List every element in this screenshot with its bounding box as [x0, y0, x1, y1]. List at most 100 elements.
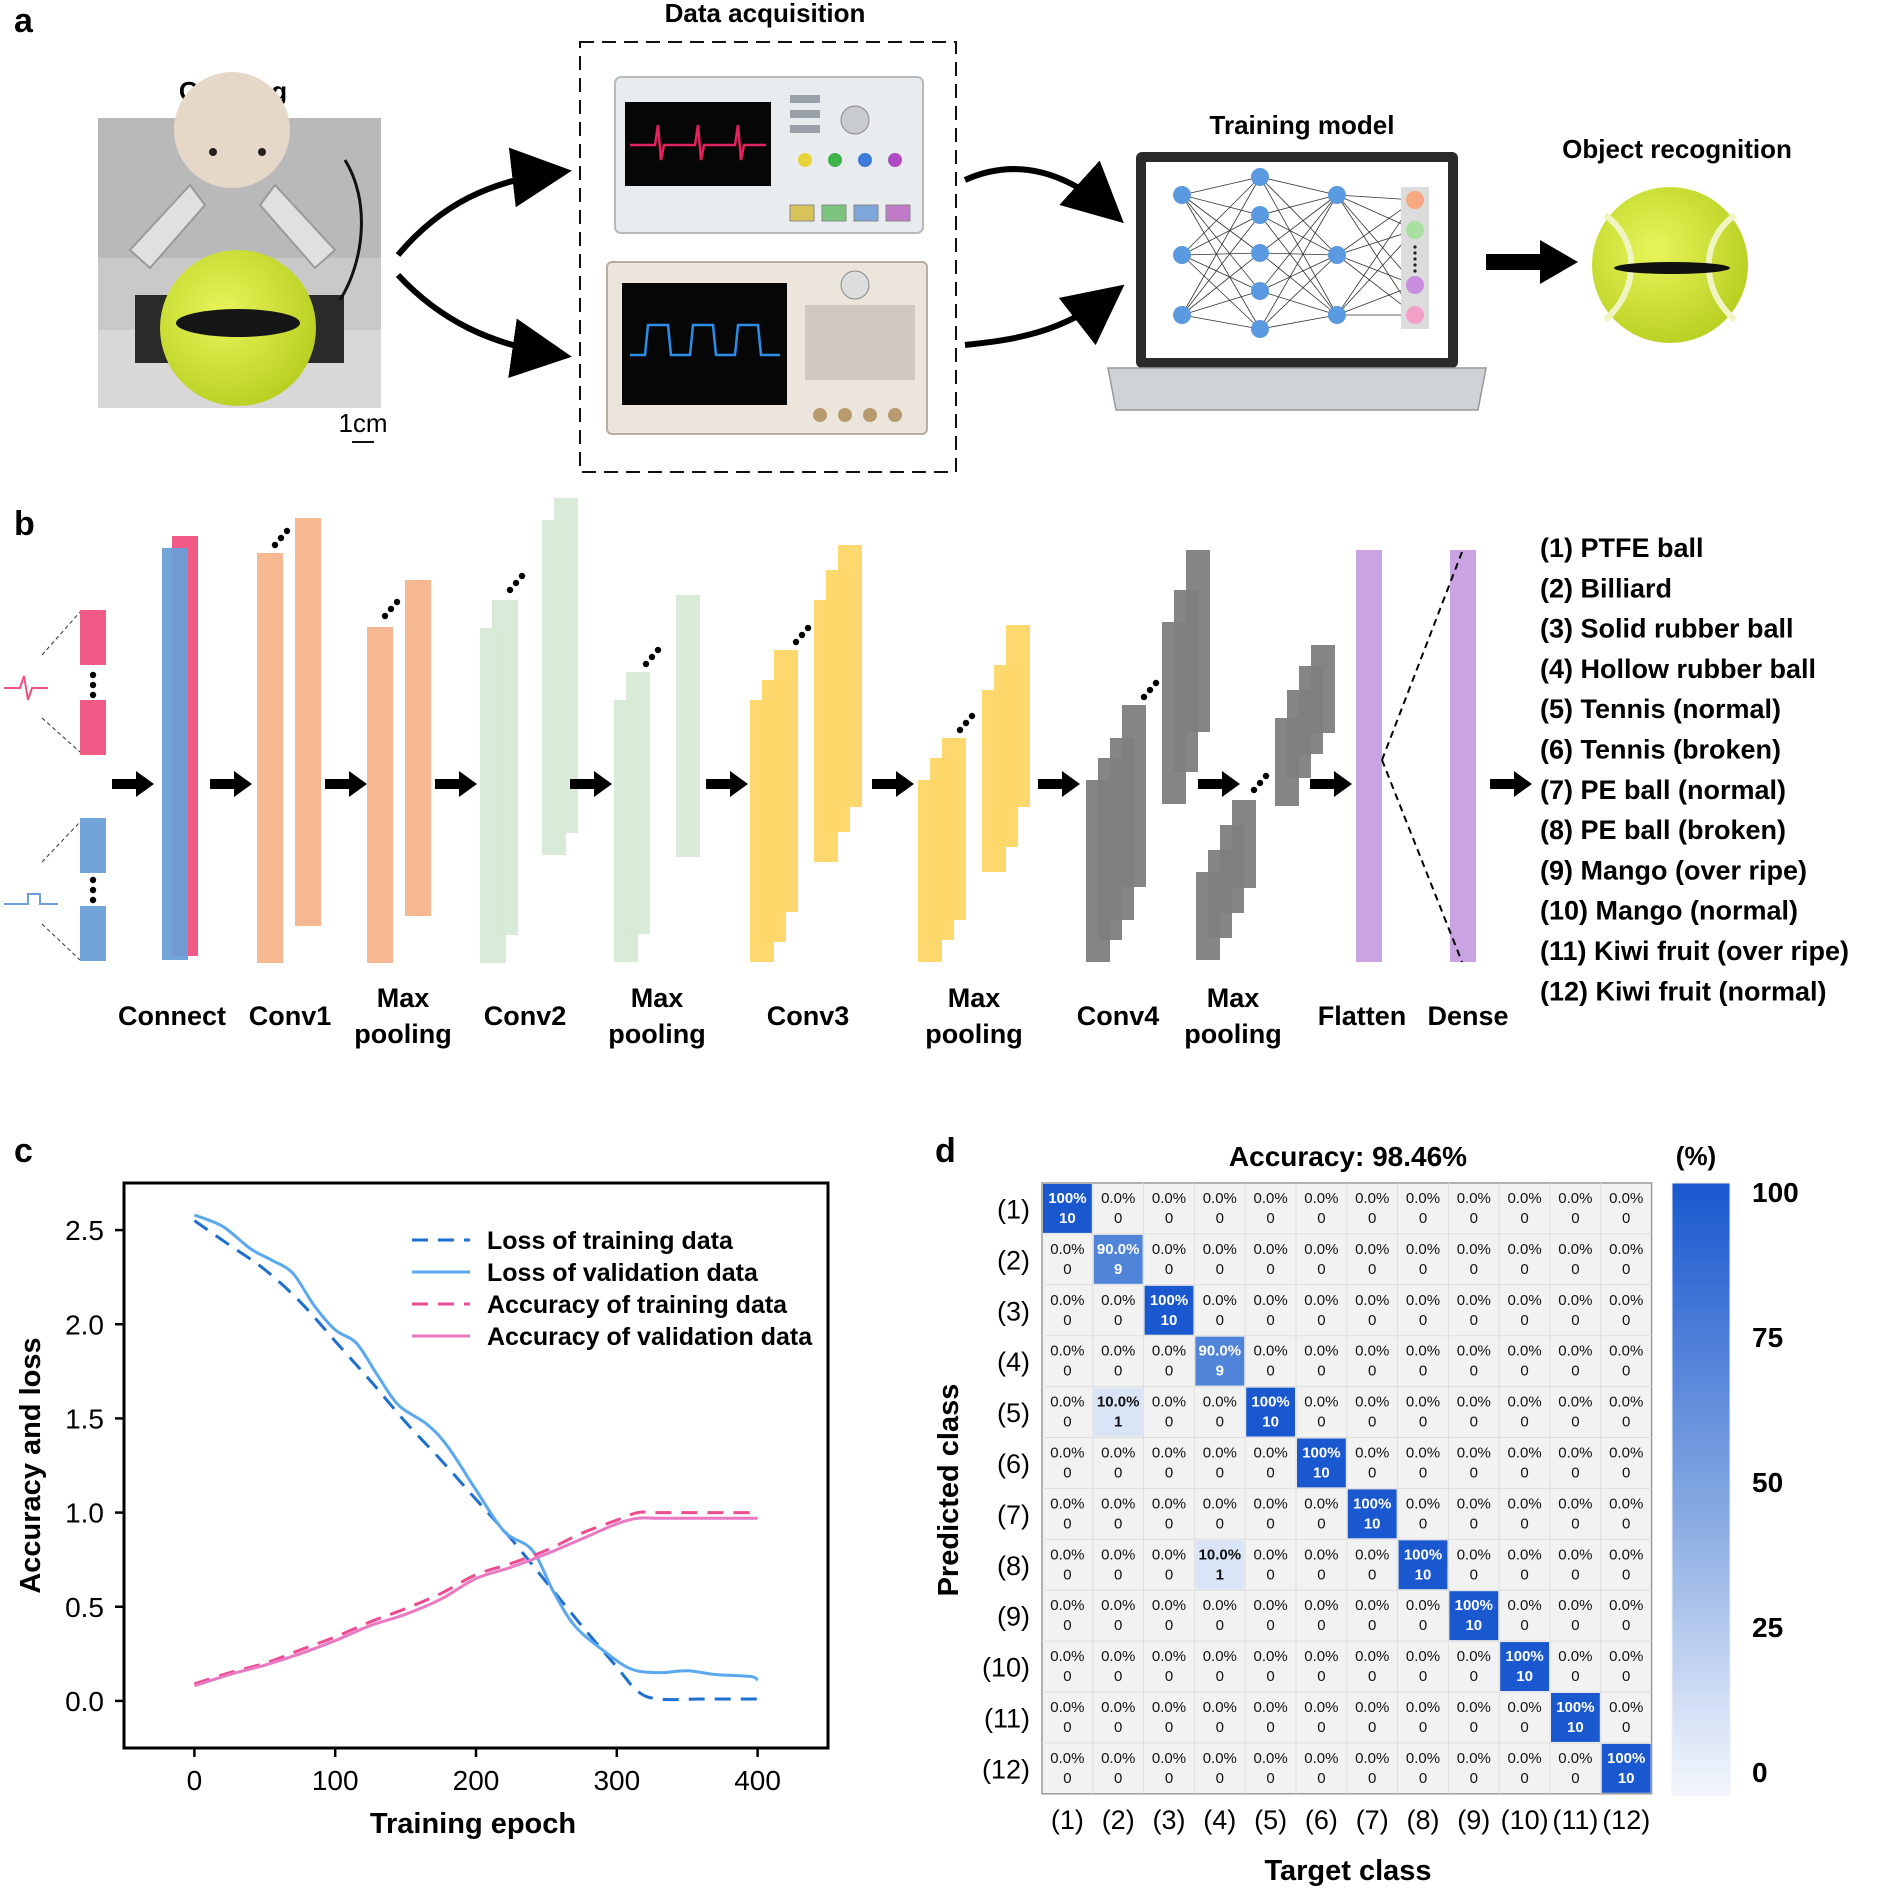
cell-count: 0: [1622, 1363, 1630, 1380]
cell-count: 0: [1063, 1719, 1071, 1736]
matrix-title: Accuracy: 98.46%: [1229, 1141, 1467, 1172]
cell-percent: 0.0%: [1609, 1546, 1643, 1563]
nn-edge: [1259, 194, 1338, 292]
cell-count: 0: [1571, 1312, 1579, 1329]
cell-percent: 0.0%: [1304, 1495, 1338, 1512]
arrow-head-icon: [349, 771, 367, 797]
cell-count: 0: [1216, 1770, 1224, 1787]
cell-count: 0: [1317, 1363, 1325, 1380]
legend-label: Accuracy of validation data: [487, 1323, 813, 1351]
cell-percent: 0.0%: [1101, 1597, 1135, 1614]
laptop-icon: [1107, 152, 1487, 411]
layer-block: [295, 518, 321, 926]
ellipsis-dot: [792, 638, 800, 646]
cell-percent: 0.0%: [1355, 1241, 1389, 1258]
ellipsis-dot: [968, 712, 976, 720]
panel-c-letter: c: [14, 1132, 33, 1170]
cell-count: 0: [1419, 1770, 1427, 1787]
cell-percent: 0.0%: [1507, 1750, 1541, 1767]
series-line: [193, 1213, 759, 1682]
layer-block: [1311, 645, 1335, 733]
signal-icon: [4, 675, 48, 701]
layer-block: [1232, 800, 1256, 888]
cell-count: 0: [1216, 1465, 1224, 1482]
ellipsis-dot: [642, 660, 650, 668]
cell-percent: 0.0%: [1558, 1597, 1592, 1614]
cell-count: 0: [1266, 1261, 1274, 1278]
ellipsis-dot: [1256, 779, 1264, 787]
cell-count: 0: [1419, 1465, 1427, 1482]
nn-node: [1328, 246, 1346, 264]
nn-edge: [1181, 176, 1261, 196]
ellipsis-dot: [1140, 693, 1148, 701]
ellipsis-dot: [654, 646, 662, 654]
cell-count: 0: [1165, 1668, 1173, 1685]
y-tick-label: 1.5: [65, 1403, 104, 1434]
cell-count: 0: [1622, 1261, 1630, 1278]
class-list: (1) PTFE ball (2) Billiard (3) Solid rubbe…: [1540, 533, 1849, 1006]
ellipsis-dot: [956, 726, 964, 734]
nn-edge: [1181, 252, 1261, 256]
class-item: (5) Tennis (normal): [1540, 694, 1781, 724]
x-tick-label: 300: [593, 1765, 640, 1796]
input-block: [80, 700, 106, 755]
cell-count: 0: [1216, 1312, 1224, 1329]
cell-percent: 0.0%: [1304, 1546, 1338, 1563]
cell-percent: 0.0%: [1101, 1699, 1135, 1716]
layer-labels: Connect Conv1 Max pooling Conv2 Max pooling Con…: [118, 983, 1509, 1049]
cell-percent: 0.0%: [1457, 1495, 1491, 1512]
cell-count: 10: [1313, 1465, 1330, 1482]
y-tick-label: 0.5: [65, 1592, 104, 1623]
layer-block: [257, 553, 283, 963]
cell-percent: 0.0%: [1355, 1190, 1389, 1207]
nn-node: [1251, 244, 1269, 262]
cell-count: 0: [1165, 1617, 1173, 1634]
cell-percent: 0.0%: [1050, 1445, 1084, 1462]
arrow-icon: [1198, 779, 1224, 789]
ellipsis-dot: [648, 653, 656, 661]
cell-percent: 0.0%: [1355, 1750, 1389, 1767]
cell-percent: 0.0%: [1152, 1597, 1186, 1614]
ellipsis-dot: [89, 896, 97, 904]
cell-count: 0: [1266, 1363, 1274, 1380]
cell-count: 0: [1114, 1312, 1122, 1329]
input-block: [80, 818, 106, 873]
cell-count: 0: [1419, 1414, 1427, 1431]
cell-percent: 0.0%: [1101, 1292, 1135, 1309]
layer-label: Dense: [1427, 1001, 1508, 1031]
cell-count: 0: [1368, 1465, 1376, 1482]
cell-percent: 0.0%: [1457, 1699, 1491, 1716]
cell-percent: 0.0%: [1507, 1394, 1541, 1411]
cell-percent: 0.0%: [1457, 1750, 1491, 1767]
curved-arrow-icon: [963, 160, 1124, 224]
cell-percent: 0.0%: [1558, 1750, 1592, 1767]
col-label: (6): [1305, 1805, 1338, 1835]
matrix-cell: [1195, 1336, 1245, 1386]
cell-count: 0: [1419, 1210, 1427, 1227]
cell-percent: 0.0%: [1152, 1546, 1186, 1563]
cell-count: 0: [1266, 1465, 1274, 1482]
cell-percent: 0.0%: [1609, 1445, 1643, 1462]
cell-percent: 0.0%: [1203, 1648, 1237, 1665]
cell-percent: 0.0%: [1203, 1190, 1237, 1207]
cell-count: 0: [1165, 1719, 1173, 1736]
class-item: (11) Kiwi fruit (over ripe): [1540, 936, 1849, 966]
cell-percent: 0.0%: [1253, 1241, 1287, 1258]
y-tick-label: 0.0: [65, 1686, 104, 1717]
matrix-cell: [1500, 1642, 1549, 1691]
ellipsis-dot: [1152, 679, 1160, 687]
class-item: (8) PE ball (broken): [1540, 815, 1786, 845]
cell-percent: 0.0%: [1050, 1292, 1084, 1309]
arrow-head-icon: [459, 771, 477, 797]
cell-percent: 0.0%: [1050, 1699, 1084, 1716]
y-tick-label: 2.5: [65, 1215, 104, 1246]
y-tick-label: 2.0: [65, 1309, 104, 1340]
nn-edge: [1259, 214, 1338, 316]
nn-node: [1251, 320, 1269, 338]
x-axis-label: Target class: [1264, 1855, 1431, 1887]
cell-count: 0: [1317, 1261, 1325, 1278]
cell-percent: 0.0%: [1457, 1546, 1491, 1563]
colorbar-tick: 50: [1752, 1467, 1783, 1498]
ellipsis-dot: [89, 681, 97, 689]
cell-count: 0: [1063, 1566, 1071, 1583]
